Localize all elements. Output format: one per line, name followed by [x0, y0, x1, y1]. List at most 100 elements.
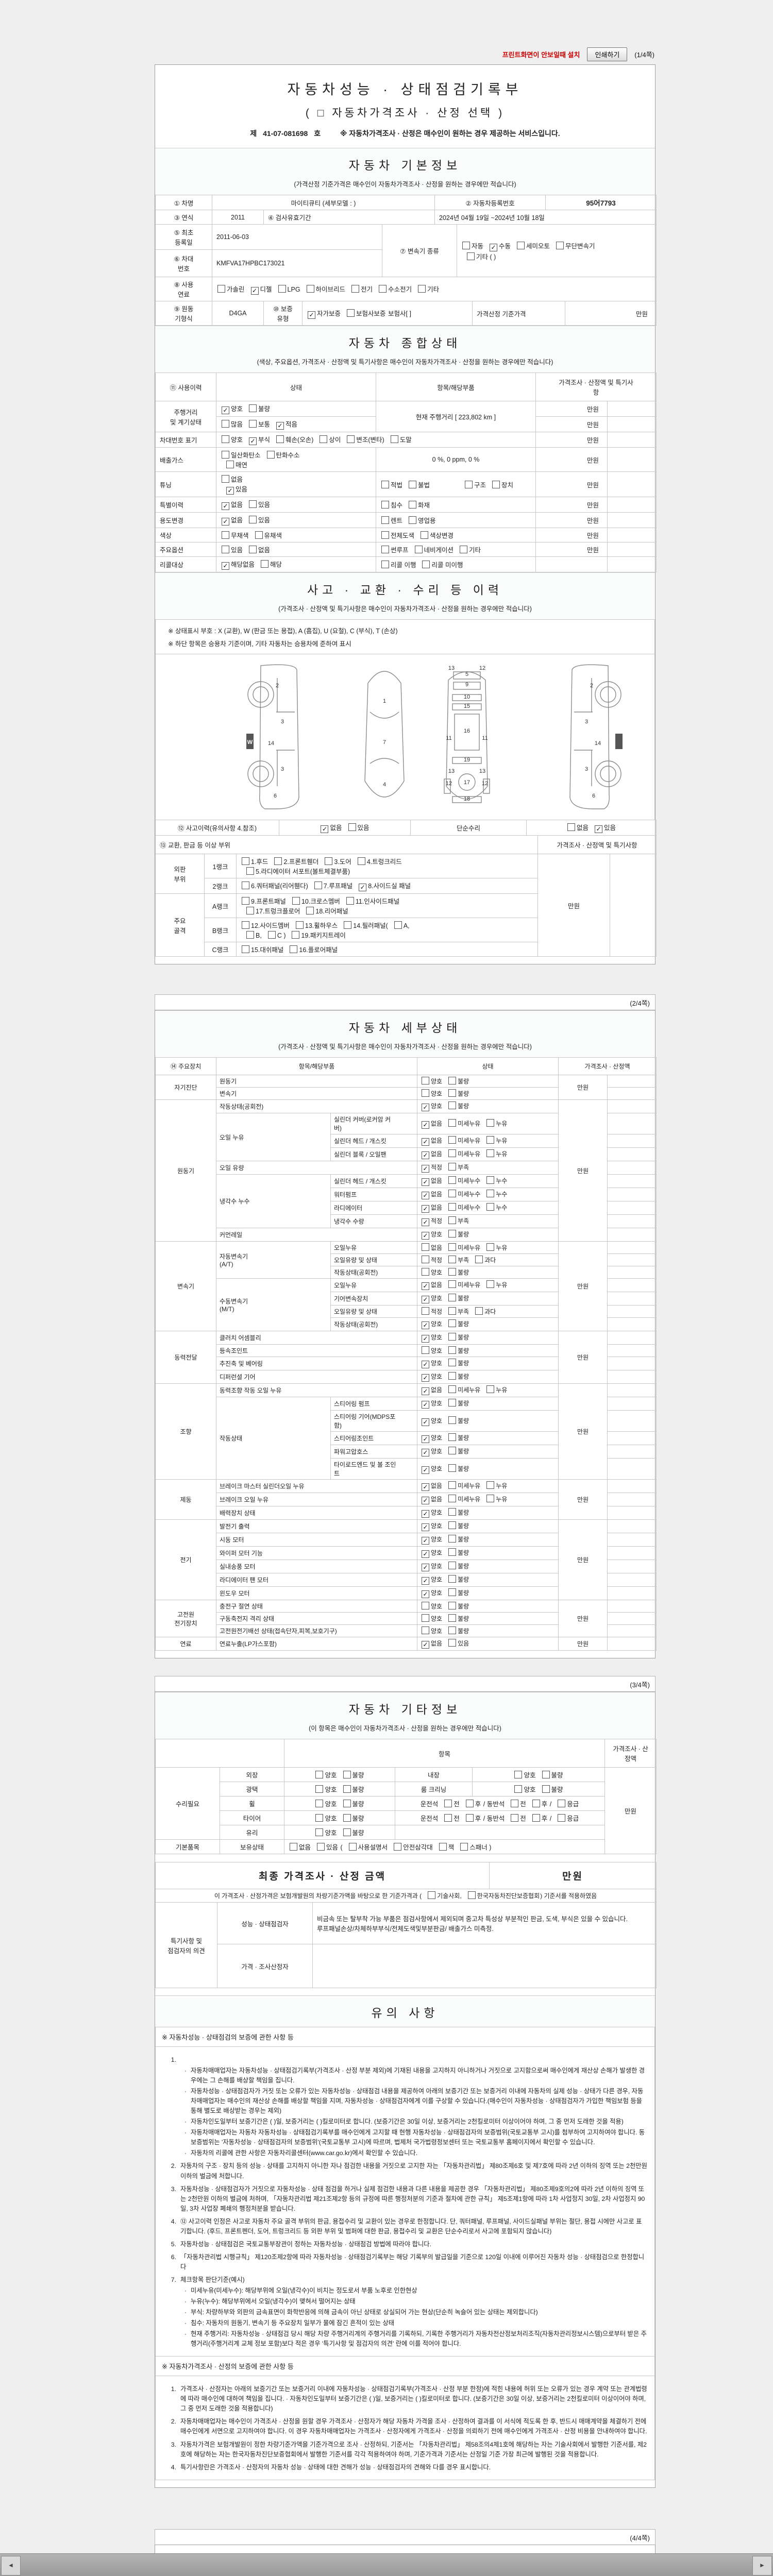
- checkbox[interactable]: [542, 1785, 550, 1793]
- checkbox[interactable]: [422, 1243, 430, 1251]
- checkbox[interactable]: [465, 1800, 474, 1807]
- checkbox[interactable]: [222, 475, 229, 483]
- checkbox[interactable]: ✓: [321, 825, 329, 833]
- checkbox[interactable]: [222, 420, 229, 428]
- checkbox[interactable]: [448, 1333, 457, 1341]
- checkbox[interactable]: [422, 1626, 430, 1634]
- checkbox[interactable]: [274, 857, 282, 865]
- checkbox[interactable]: [448, 1385, 457, 1393]
- checkbox[interactable]: [532, 1800, 540, 1807]
- checkbox[interactable]: [278, 284, 286, 293]
- checkbox[interactable]: [448, 1176, 457, 1184]
- checkbox[interactable]: [249, 404, 257, 412]
- checkbox[interactable]: ✓: [422, 1151, 430, 1159]
- checkbox[interactable]: [448, 1203, 457, 1211]
- checkbox[interactable]: [343, 1771, 351, 1778]
- checkbox[interactable]: [448, 1230, 457, 1238]
- checkbox[interactable]: [448, 1416, 457, 1424]
- checkbox[interactable]: [421, 531, 429, 539]
- checkbox[interactable]: [242, 897, 249, 905]
- checkbox[interactable]: [448, 1077, 457, 1084]
- checkbox[interactable]: [448, 1089, 457, 1097]
- checkbox[interactable]: [246, 907, 254, 914]
- checkbox[interactable]: ✓: [276, 422, 284, 430]
- checkbox[interactable]: [422, 1614, 430, 1622]
- checkbox[interactable]: [276, 435, 284, 443]
- checkbox[interactable]: [462, 241, 470, 249]
- checkbox[interactable]: [486, 1149, 495, 1157]
- checkbox[interactable]: [492, 480, 500, 488]
- checkbox[interactable]: ✓: [422, 1321, 430, 1329]
- checkbox[interactable]: [409, 516, 417, 524]
- checkbox[interactable]: [226, 461, 234, 468]
- horizontal-scrollbar[interactable]: ◄ ►: [0, 2553, 773, 2576]
- checkbox[interactable]: ✓: [222, 406, 229, 414]
- checkbox[interactable]: ✓: [422, 1510, 430, 1518]
- checkbox[interactable]: [448, 1256, 457, 1263]
- checkbox[interactable]: [266, 451, 275, 459]
- checkbox[interactable]: [448, 1399, 457, 1406]
- checkbox[interactable]: ✓: [422, 1387, 430, 1395]
- checkbox[interactable]: [242, 945, 249, 953]
- checkbox[interactable]: [475, 1307, 483, 1315]
- checkbox[interactable]: [448, 1588, 457, 1596]
- checkbox[interactable]: ✓: [422, 1335, 430, 1343]
- checkbox[interactable]: [448, 1626, 457, 1634]
- checkbox[interactable]: ✓: [422, 1138, 430, 1146]
- checkbox[interactable]: ✓: [422, 1497, 430, 1504]
- checkbox[interactable]: [439, 1843, 447, 1851]
- checkbox[interactable]: [467, 252, 475, 260]
- checkbox[interactable]: [347, 435, 355, 443]
- checkbox[interactable]: ✓: [422, 1361, 430, 1368]
- checkbox[interactable]: [448, 1464, 457, 1472]
- checkbox[interactable]: [246, 867, 254, 875]
- checkbox[interactable]: ✓: [422, 1104, 430, 1111]
- checkbox[interactable]: ✓: [422, 1435, 430, 1443]
- checkbox[interactable]: ✓: [422, 1641, 430, 1649]
- checkbox[interactable]: [460, 1843, 468, 1851]
- checkbox[interactable]: [290, 1843, 297, 1851]
- checkbox[interactable]: [422, 1602, 430, 1609]
- checkbox[interactable]: [465, 480, 473, 488]
- checkbox[interactable]: ✓: [422, 1205, 430, 1213]
- scroll-right-arrow[interactable]: ►: [752, 2556, 772, 2575]
- checkbox[interactable]: [222, 451, 229, 459]
- checkbox[interactable]: [418, 284, 426, 293]
- checkbox[interactable]: [249, 420, 257, 428]
- checkbox[interactable]: [448, 1243, 457, 1251]
- checkbox[interactable]: [448, 1535, 457, 1543]
- checkbox[interactable]: [558, 1800, 566, 1807]
- checkbox[interactable]: ✓: [422, 1192, 430, 1199]
- checkbox[interactable]: [343, 1828, 351, 1836]
- checkbox[interactable]: [295, 921, 304, 929]
- checkbox[interactable]: [422, 1268, 430, 1276]
- checkbox[interactable]: [290, 945, 298, 953]
- checkbox[interactable]: [567, 823, 575, 831]
- checkbox[interactable]: [486, 1190, 495, 1197]
- checkbox[interactable]: [314, 882, 322, 889]
- checkbox[interactable]: [246, 931, 254, 939]
- checkbox[interactable]: [320, 435, 328, 443]
- checkbox[interactable]: [514, 1771, 523, 1778]
- checkbox[interactable]: [448, 1280, 457, 1288]
- checkbox[interactable]: ✓: [359, 884, 367, 891]
- checkbox[interactable]: [448, 1481, 457, 1489]
- checkbox[interactable]: [448, 1372, 457, 1380]
- checkbox[interactable]: [448, 1163, 457, 1171]
- checkbox[interactable]: ✓: [422, 1282, 430, 1290]
- checkbox[interactable]: [381, 531, 389, 539]
- checkbox[interactable]: ✓: [422, 1550, 430, 1558]
- checkbox[interactable]: [292, 931, 300, 939]
- checkbox[interactable]: [348, 823, 356, 831]
- checkbox[interactable]: ✓: [422, 1374, 430, 1382]
- checkbox[interactable]: [249, 546, 257, 553]
- checkbox[interactable]: [346, 897, 354, 905]
- checkbox[interactable]: [517, 241, 525, 249]
- checkbox[interactable]: [381, 480, 389, 488]
- checkbox[interactable]: [511, 1800, 519, 1807]
- checkbox[interactable]: ✓: [595, 825, 602, 833]
- checkbox[interactable]: [448, 1359, 457, 1366]
- checkbox[interactable]: [394, 921, 402, 929]
- checkbox[interactable]: ✓: [249, 437, 257, 445]
- checkbox[interactable]: [381, 501, 389, 509]
